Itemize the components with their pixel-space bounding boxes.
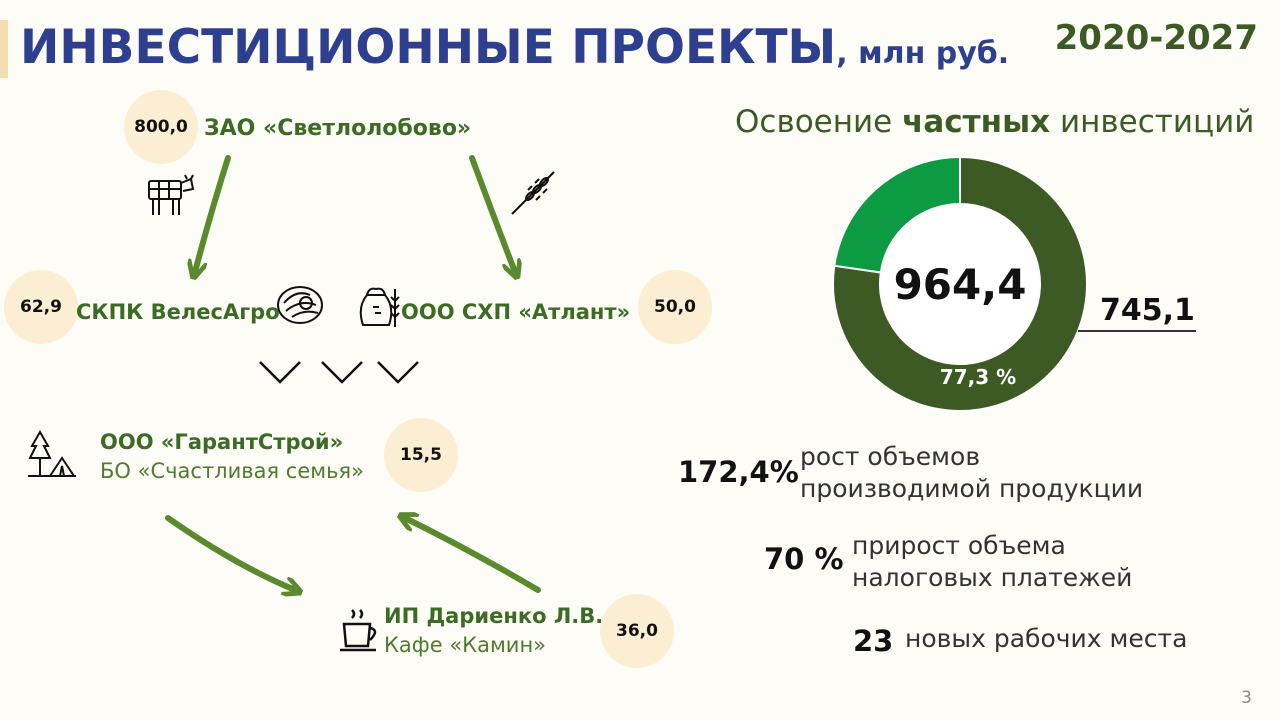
page-title: ИНВЕСТИЦИОННЫЕ ПРОЕКТЫ, млн руб. — [20, 20, 1010, 75]
page-number: 3 — [1241, 688, 1252, 708]
value-bubble-svetlolobovo: 800,0 — [124, 90, 198, 164]
donut-hole — [880, 204, 1040, 364]
stat-value-jobs: 23 — [853, 624, 894, 658]
title-accent-bar — [0, 20, 8, 78]
donut-percent-label: 77,3 % — [940, 365, 1016, 389]
project-darienko-sub: Кафе «Камин» — [384, 633, 547, 657]
highlight-value: 745,1 — [1100, 293, 1195, 328]
donut-chart: 964,4 77,3 % — [832, 157, 1088, 412]
chart-title: Освоение частных инвестиций — [735, 104, 1255, 140]
tent-camp-icon — [28, 429, 76, 477]
flour-sack-icon — [359, 287, 400, 327]
arrow-to-veles — [195, 155, 231, 272]
stat-value-tax: 70 % — [764, 542, 844, 576]
coffee-cup-icon — [340, 609, 377, 652]
donut-slice-1 — [833, 157, 961, 274]
period-label: 2020-2027 — [1054, 18, 1258, 58]
cow-icon — [148, 174, 195, 215]
wheat-icon — [511, 171, 555, 215]
highlight-leader-line — [1078, 330, 1196, 332]
project-garant-sub: БО «Счастливая семья» — [100, 459, 364, 483]
stat-text-jobs: новых рабочих места — [905, 624, 1188, 653]
stat-text-tax-2: налоговых платежей — [852, 563, 1133, 592]
company-atlant: ООО СХП «Атлант» — [401, 300, 631, 324]
flow-diagram — [28, 155, 555, 652]
bread-icon — [277, 286, 323, 324]
stat-text-growth-1: рост объемов — [800, 442, 981, 471]
arrow-to-darienko — [165, 515, 295, 590]
value-bubble-darienko: 36,0 — [600, 594, 674, 668]
company-darienko: ИП Дариенко Л.В. — [384, 604, 604, 628]
donut-total-label: 964,4 — [894, 260, 1027, 309]
company-veles: СКПК ВелесАгро — [76, 300, 280, 324]
stat-value-growth: 172,4% — [678, 455, 799, 489]
title-unit: , млн руб. — [836, 36, 1010, 71]
company-svetlolobovo: ЗАО «Светлолобово» — [204, 116, 472, 141]
stat-text-tax-1: прирост объема — [852, 531, 1066, 560]
value-bubble-atlant: 50,0 — [638, 270, 712, 344]
value-bubble-veles: 62,9 — [4, 270, 78, 344]
value-bubble-garant: 15,5 — [384, 418, 458, 492]
arrow-to-atlant — [469, 155, 515, 272]
company-garant: ООО «ГарантСтрой» — [100, 430, 344, 454]
chevron-down-icon — [259, 361, 419, 384]
stat-text-growth-2: производимой продукции — [800, 474, 1144, 503]
arrow-to-garant — [405, 518, 541, 593]
